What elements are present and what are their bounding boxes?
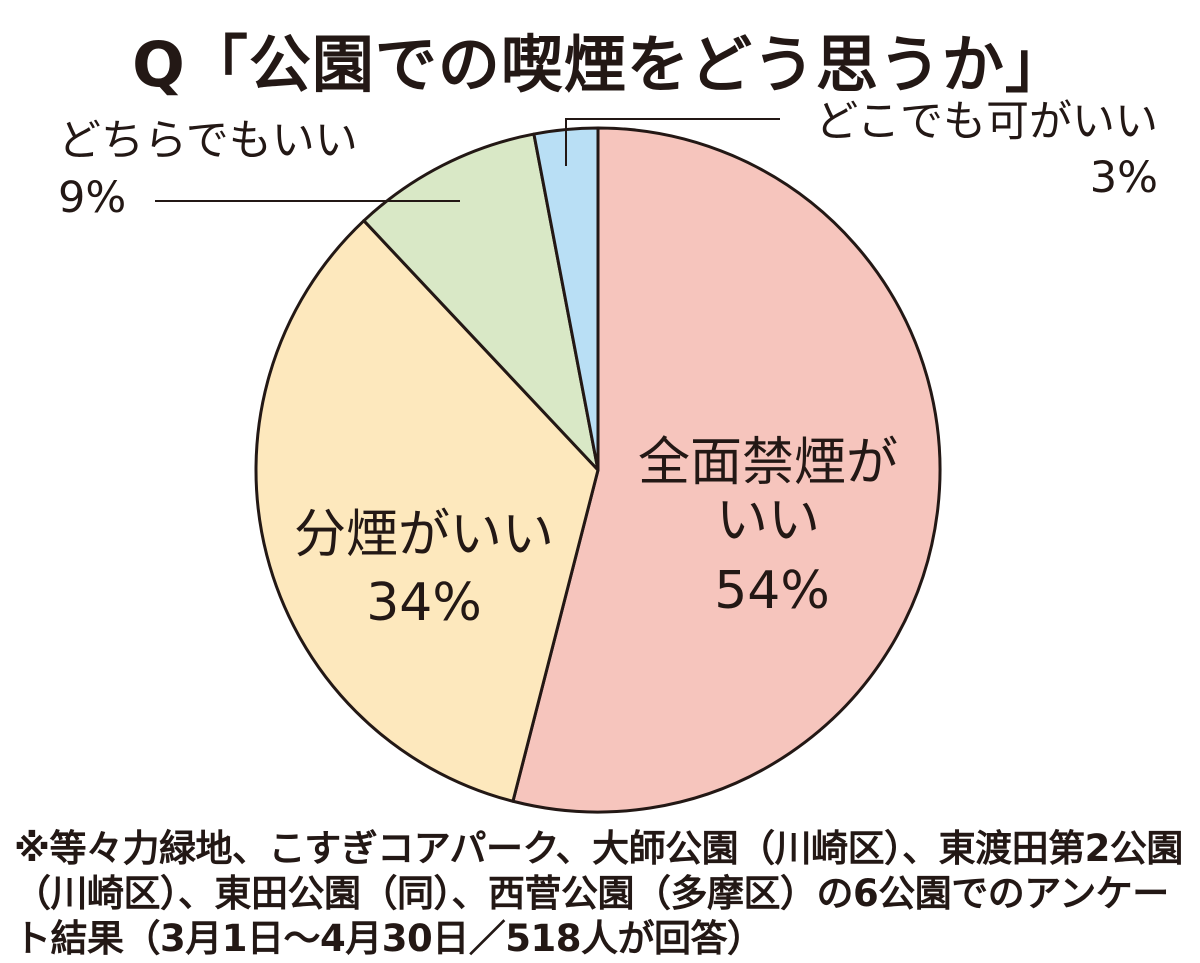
value-label-dochirademo: 9% xyxy=(58,173,126,223)
pie-slice-zenmen-kinen xyxy=(511,126,942,814)
chart-title: Q「公園での喫煙をどう思うか」 xyxy=(132,28,1068,101)
pie-slice-dochirademo xyxy=(362,132,600,472)
slice-label-bunen: 分煙がいい xyxy=(294,505,554,565)
pie-slices xyxy=(254,126,942,814)
value-label-dokodemo: 3% xyxy=(1090,153,1158,203)
slice-labels: 全面禁煙がいい 54% 分煙がいい 34% どちらでもいい 9% どこでも可がいい 3% xyxy=(58,97,1158,633)
value-label-bunen: 34% xyxy=(366,573,482,633)
slice-label-zenmen-kinen: 全面禁煙がいい xyxy=(638,433,898,551)
pie-slice-bunen xyxy=(254,219,600,803)
value-label-zenmen-kinen: 54% xyxy=(714,561,830,621)
leader-lines xyxy=(155,118,780,202)
slice-label-dokodemo: どこでも可がいい xyxy=(815,97,1158,147)
leader-line-dokodemo xyxy=(565,118,780,166)
slice-label-dochirademo: どちらでもいい xyxy=(58,116,358,166)
survey-note: ※等々力緑地、こすぎコアパーク、大師公園（川崎区）、東渡田第2公園（川崎区）、東… xyxy=(14,827,1183,960)
